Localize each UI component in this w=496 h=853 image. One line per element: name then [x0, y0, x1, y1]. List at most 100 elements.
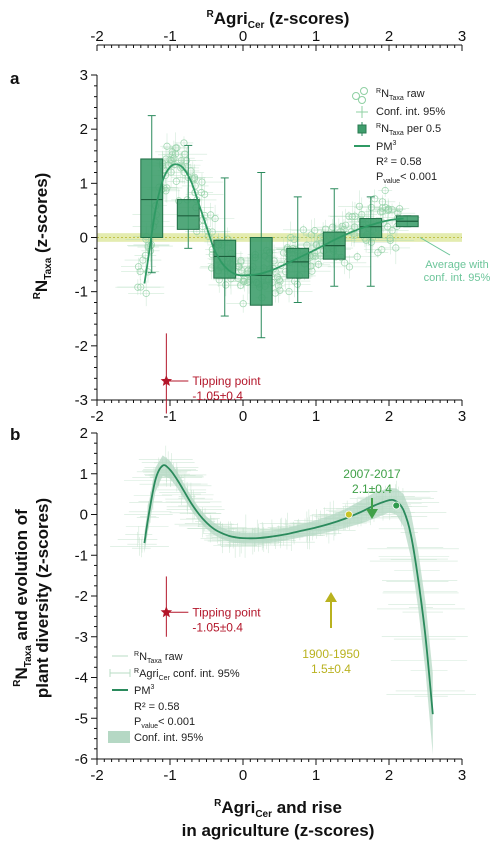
panel-b-tipping-point: Tipping point-1.05±0.4 — [160, 576, 261, 637]
raw-point — [378, 204, 386, 212]
panel-b-tipping-star-icon — [160, 606, 173, 618]
panel-b-axes: -6 -5 -4 -3 -2 -1 0 1 2 -2 -1 0 1 2 3 — [75, 425, 467, 784]
panel-b-y-tick-label: -5 — [75, 710, 88, 727]
panel-b-y-tick-label: -2 — [75, 588, 88, 605]
panel-a-y-tick-label: 0 — [80, 230, 88, 247]
legend-b-p-value: Pvalue< 0.001 — [134, 716, 195, 730]
legend-raw-marker-2 — [360, 87, 368, 95]
panel-a-y-tick-label: -1 — [75, 284, 88, 301]
legend-p-value: Pvalue< 0.001 — [376, 171, 437, 185]
legend-b-band-label: Conf. int. 95% — [134, 732, 203, 744]
panel-a-x-tick-label: -2 — [90, 408, 103, 425]
panel-a-y-axis-title: RNTaxa (z-scores) — [32, 173, 54, 300]
raw-point — [314, 260, 323, 268]
raw-point — [386, 234, 394, 242]
raw-point — [180, 139, 188, 147]
panel-b-x-tick-label: 3 — [458, 767, 466, 784]
panel-a-boxes — [140, 115, 419, 339]
raw-point — [388, 227, 396, 235]
panel-a-x-tick-label: 2 — [385, 408, 393, 425]
top-axis: RAgriCer (z-scores) -2 -1 0 1 2 3 — [90, 9, 466, 51]
raw-point — [136, 267, 144, 276]
raw-point — [381, 186, 389, 195]
panel-b-y-title-line1: RNTaxa and evolution of — [12, 509, 34, 687]
raw-point — [388, 206, 396, 214]
panel-b-y-tick-label: -1 — [75, 547, 88, 564]
average-label-line2: conf. int. 95% — [424, 272, 491, 284]
raw-point — [311, 227, 319, 235]
raw-point — [139, 256, 147, 264]
annotation-2007-2017: 2007-2017 2.1±0.4 — [343, 467, 401, 519]
top-axis-title: RAgriCer (z-scores) — [207, 9, 350, 31]
panel-b-x-title-line2: in agriculture (z-scores) — [182, 821, 375, 840]
average-leader-line — [419, 237, 451, 256]
highlight-point — [392, 501, 401, 510]
box — [140, 158, 164, 238]
panel-b-pm3-curve — [143, 464, 434, 715]
arrow-1900-icon — [325, 592, 337, 602]
raw-point — [134, 263, 143, 271]
raw-point — [170, 154, 178, 162]
top-axis-tick-label: -1 — [163, 28, 176, 45]
panel-b: b -6 -5 -4 -3 -2 -1 0 1 2 -2 -1 0 1 2 3 Tipping point-… — [10, 425, 477, 840]
top-axis-tick-label: -2 — [90, 28, 103, 45]
panel-b-y-tick-label: 0 — [80, 507, 88, 524]
panel-b-label: b — [10, 425, 20, 444]
legend-box-label: RNTaxa per 0.5 — [376, 123, 441, 137]
raw-point — [348, 213, 356, 221]
panel-b-x-tick-label: 1 — [312, 767, 320, 784]
panel-b-tipping-label-line1: Tipping point — [192, 605, 261, 619]
box — [176, 199, 200, 230]
raw-point — [197, 188, 205, 197]
raw-point — [171, 150, 180, 158]
top-axis-ticks: -2 -1 0 1 2 3 — [90, 28, 466, 51]
panel-a-y-tick-label: -3 — [75, 392, 88, 409]
panel-a-y-tick-label: 3 — [80, 67, 88, 84]
top-axis-tick-label: 0 — [239, 28, 247, 45]
panel-a-y-tick-label: 1 — [80, 175, 88, 192]
legend-b-r2: R² = 0.58 — [134, 701, 180, 713]
raw-point — [299, 226, 307, 234]
panel-a-tipping-label-line1: Tipping point — [192, 374, 261, 388]
raw-point — [345, 263, 354, 271]
legend-raw-label: RNTaxa raw — [376, 88, 425, 102]
panel-b-x-axis-title: RAgriCer and rise in agriculture (z-scor… — [182, 798, 375, 840]
panel-a-tipping-star-icon — [160, 375, 173, 386]
raw-point — [137, 283, 145, 291]
highlight-point — [344, 510, 353, 519]
panel-b-x-tick-label: -1 — [163, 767, 176, 784]
raw-point — [239, 300, 247, 308]
legend-b-pm-label: PM3 — [134, 684, 155, 697]
panel-a-average-annotation: Average with conf. int. 95% — [424, 259, 491, 284]
box — [286, 247, 310, 279]
raw-point — [222, 281, 230, 289]
panel-a-x-tick-label: -1 — [163, 408, 176, 425]
panel-b-y-tick-label: 2 — [80, 425, 88, 442]
raw-point — [285, 287, 293, 296]
top-axis-tick-label: 2 — [385, 28, 393, 45]
raw-point — [342, 221, 350, 229]
raw-point — [378, 246, 386, 254]
average-label-line1: Average with — [425, 259, 488, 271]
arrow-2007-icon — [366, 509, 378, 519]
panel-a-tipping-label-line2: -1.05±0.4 — [192, 389, 243, 403]
panel-b-highlight-points — [344, 501, 401, 519]
annotation-2007-line2: 2.1±0.4 — [352, 482, 392, 496]
raw-point — [211, 214, 219, 223]
raw-point — [358, 210, 366, 219]
panel-a-x-tick-label: 1 — [312, 408, 320, 425]
top-axis-tick-label: 1 — [312, 28, 320, 45]
panel-a-label: a — [10, 69, 20, 88]
panel-a-x-tick-label: 0 — [239, 408, 247, 425]
panel-b-legend: RNTaxa raw RAgriCer conf. int. 95% PM3 R… — [108, 651, 240, 744]
panel-b-y-tick-label: -4 — [75, 670, 88, 687]
annotation-1900-line1: 1900-1950 — [302, 647, 360, 661]
raw-point — [166, 156, 174, 164]
panel-a-tipping-point: Tipping point-1.05±0.4 — [160, 333, 261, 414]
panel-b-x-tick-label: -2 — [90, 767, 103, 784]
annotation-1900-line2: 1.5±0.4 — [311, 662, 351, 676]
panel-a-legend: RNTaxa raw Conf. int. 95% RNTaxa per 0.5… — [352, 87, 445, 185]
